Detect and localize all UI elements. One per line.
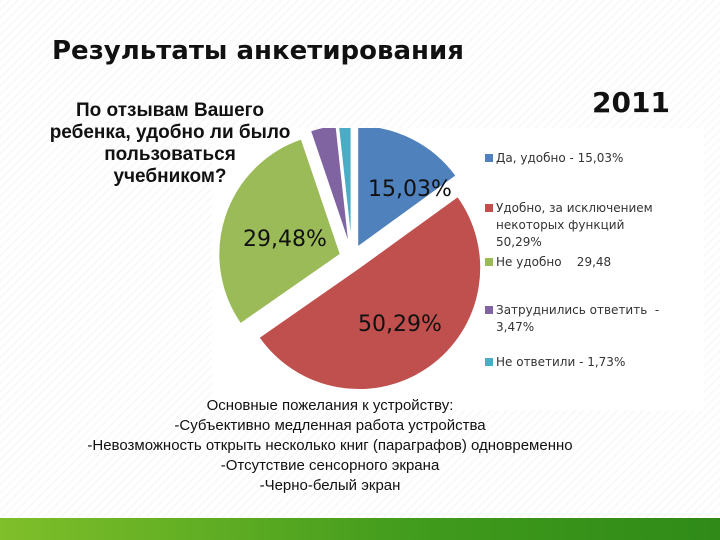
- chart-panel: 15,03% 50,29% 29,48% Да, удобно - 15,03% Уд…: [212, 128, 704, 410]
- slide-title: Результаты анкетирования: [52, 36, 464, 66]
- legend-item: Да, удобно - 15,03%: [485, 150, 696, 167]
- slice-data-label: 29,48%: [243, 227, 327, 252]
- legend-item: Удобно, за исключением некоторых функций 5…: [485, 200, 696, 251]
- legend-item: Затруднились ответить - 3,47%: [485, 302, 696, 336]
- legend-label: Не удобно 29,48: [496, 255, 612, 269]
- legend-swatch: [485, 154, 493, 162]
- legend-item: Не удобно 29,48: [485, 254, 696, 271]
- legend-label: Не ответили - 1,73%: [496, 355, 626, 369]
- legend-swatch: [485, 306, 493, 314]
- pie-slice: [217, 137, 342, 326]
- question-line: учебником?: [113, 166, 227, 187]
- question-line: ребенка, удобно ли было: [49, 122, 291, 143]
- question-line: По отзывам Вашего: [76, 100, 264, 121]
- wish-item: -Черно-белый экран: [259, 477, 401, 494]
- slice-data-label: 50,29%: [358, 312, 442, 337]
- decorative-bottom-bar: [0, 518, 720, 540]
- pie-chart: 15,03% 50,29% 29,48%: [217, 128, 482, 391]
- wish-item: -Отсутствие сенсорного экрана: [220, 457, 440, 474]
- legend-swatch: [485, 258, 493, 266]
- survey-question: По отзывам Вашего ребенка, удобно ли был…: [20, 100, 320, 188]
- legend-label: 3,47%: [496, 320, 535, 334]
- pie-slice: [356, 128, 458, 249]
- legend-label: некоторых функций: [496, 218, 625, 232]
- legend-item: Не ответили - 1,73%: [485, 354, 696, 371]
- pie-slice: [337, 128, 353, 247]
- question-line: пользоваться: [104, 144, 236, 165]
- legend-label: Да, удобно - 15,03%: [496, 151, 624, 165]
- legend-label: Удобно, за исключением: [496, 201, 653, 215]
- device-wishes: Основные пожелания к устройству: -Субъек…: [0, 396, 660, 496]
- legend-label: Затруднились ответить -: [496, 303, 660, 317]
- pie-slice: [309, 128, 351, 247]
- slice-data-label: 15,03%: [368, 177, 452, 202]
- wish-item: -Субъективно медленная работа устройства: [174, 417, 486, 434]
- year-label: 2011: [592, 86, 670, 119]
- legend-label: 50,29%: [496, 235, 542, 249]
- wishes-heading: Основные пожелания к устройству:: [206, 397, 454, 414]
- legend-swatch: [485, 204, 493, 212]
- legend-swatch: [485, 358, 493, 366]
- wish-item: -Невозможность открыть несколько книг (п…: [87, 437, 573, 454]
- pie-slice: [257, 195, 482, 391]
